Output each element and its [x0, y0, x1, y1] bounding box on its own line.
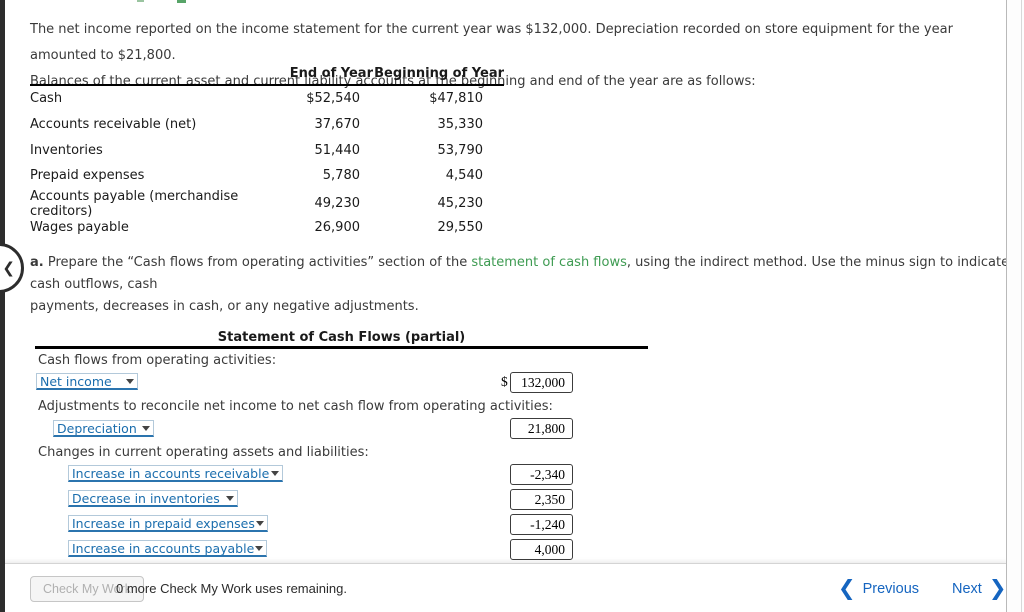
table-row: Inventories 51,440 53,790 [30, 137, 504, 163]
row-label: Prepaid expenses [30, 168, 145, 184]
title-rule [35, 346, 648, 349]
problem-statement-line1: The net income reported on the income st… [30, 22, 953, 63]
col-header-beginning-of-year: Beginning of Year [374, 65, 504, 81]
previous-label: Previous [862, 580, 920, 597]
begin-value: 29,550 [437, 219, 484, 235]
row-label: Accounts receivable (net) [30, 117, 197, 133]
row-label: Inventories [30, 142, 103, 158]
change-row-4-select-value: Increase in accounts payable [72, 541, 255, 556]
next-button[interactable]: Next ❯ [952, 564, 1006, 612]
depreciation-select-value: Depreciation [57, 421, 137, 436]
begin-value: 35,330 [437, 117, 484, 133]
footer-bar: Check My Work 0 more Check My Work uses … [0, 563, 1007, 612]
change-row-2-input[interactable] [510, 489, 573, 510]
balances-table-header: End of Year Beginning of Year [30, 62, 504, 86]
depreciation-input[interactable] [510, 418, 573, 439]
next-label: Next [952, 580, 982, 597]
change-row-1-select-value: Increase in accounts receivable [72, 466, 270, 481]
instruction-text-line2: payments, decreases in cash, or any nega… [30, 299, 419, 314]
statement-title: Statement of Cash Flows (partial) [217, 330, 466, 345]
end-value: 26,900 [314, 219, 361, 235]
adjustments-label: Adjustments to reconcile net income to n… [38, 399, 553, 414]
end-value: 51,440 [314, 142, 361, 158]
change-row-4-select[interactable]: Increase in accounts payable [68, 540, 267, 557]
row-label: Accounts payable (merchandise creditors) [30, 188, 239, 219]
chevron-down-icon [256, 521, 264, 526]
header-spacer [30, 62, 283, 84]
instruction-text-after-link: , using the indirect method. Use the min… [30, 255, 1010, 292]
end-value: 37,670 [314, 117, 361, 133]
chevron-left-icon: ❮ [838, 577, 856, 600]
begin-value: 53,790 [437, 142, 484, 158]
operating-activities-label: Cash flows from operating activities: [38, 353, 277, 368]
previous-button[interactable]: ❮ Previous [838, 564, 919, 612]
chevron-left-icon: ❮ [2, 259, 15, 277]
col-header-end-of-year: End of Year [289, 65, 373, 81]
table-row: Accounts receivable (net) 37,670 35,330 [30, 112, 504, 138]
chevron-right-icon: ❯ [988, 577, 1007, 600]
panel-collapse-button[interactable]: ❮ [0, 243, 24, 293]
change-row-1-select[interactable]: Increase in accounts receivable [68, 465, 283, 482]
net-income-input[interactable] [510, 372, 573, 393]
chevron-down-icon [255, 546, 263, 551]
table-row: Prepaid expenses 5,780 4,540 [30, 163, 504, 189]
chevron-down-icon [271, 471, 279, 476]
table-row: Accounts payable (merchandise creditors)… [30, 189, 504, 219]
check-uses-remaining-text: 0 more Check My Work uses remaining. [116, 581, 347, 596]
collapsed-panel-rail [0, 0, 5, 612]
chevron-down-icon [142, 426, 150, 431]
changes-label: Changes in current operating assets and … [38, 445, 369, 460]
depreciation-select[interactable]: Depreciation [53, 420, 154, 437]
cutoff-green-fragment [177, 0, 186, 3]
end-value: 49,230 [314, 196, 361, 212]
change-row-4-input[interactable] [510, 539, 573, 560]
change-row-2-select-value: Decrease in inventories [72, 491, 220, 506]
statement-of-cash-flows-link[interactable]: statement of cash flows [471, 255, 627, 270]
row-label: Wages payable [30, 219, 129, 235]
dollar-sign: $ [501, 374, 508, 389]
end-value: $52,540 [306, 91, 360, 107]
cutoff-green-fragment [137, 0, 144, 2]
change-row-3-input[interactable] [510, 514, 573, 535]
net-income-select[interactable]: Net income [36, 373, 138, 390]
scrollbar-track[interactable] [1006, 0, 1024, 612]
change-row-1-input[interactable] [510, 464, 573, 485]
end-value: 5,780 [322, 168, 360, 184]
chevron-down-icon [226, 496, 234, 501]
change-row-3-select-value: Increase in prepaid expenses [72, 516, 255, 531]
balances-table: End of Year Beginning of Year Cash $52,5… [30, 62, 504, 240]
table-row: Wages payable 26,900 29,550 [30, 214, 504, 240]
cash-flow-statement-form: Statement of Cash Flows (partial) Cash f… [35, 330, 648, 562]
change-row-3-select[interactable]: Increase in prepaid expenses [68, 515, 268, 532]
instruction-letter: a. [30, 255, 44, 270]
instruction-text-before-link: Prepare the “Cash flows from operating a… [43, 255, 472, 270]
begin-value: $47,810 [429, 91, 483, 107]
begin-value: 4,540 [445, 168, 483, 184]
begin-value: 45,230 [437, 196, 484, 212]
check-my-work-button[interactable]: Check My Work [30, 576, 144, 602]
table-row: Cash $52,540 $47,810 [30, 86, 504, 112]
row-label: Cash [30, 91, 63, 107]
chevron-down-icon [126, 379, 134, 384]
change-row-2-select[interactable]: Decrease in inventories [68, 490, 238, 507]
net-income-select-value: Net income [40, 374, 112, 389]
instruction-a: a. Prepare the “Cash flows from operatin… [30, 252, 1015, 318]
